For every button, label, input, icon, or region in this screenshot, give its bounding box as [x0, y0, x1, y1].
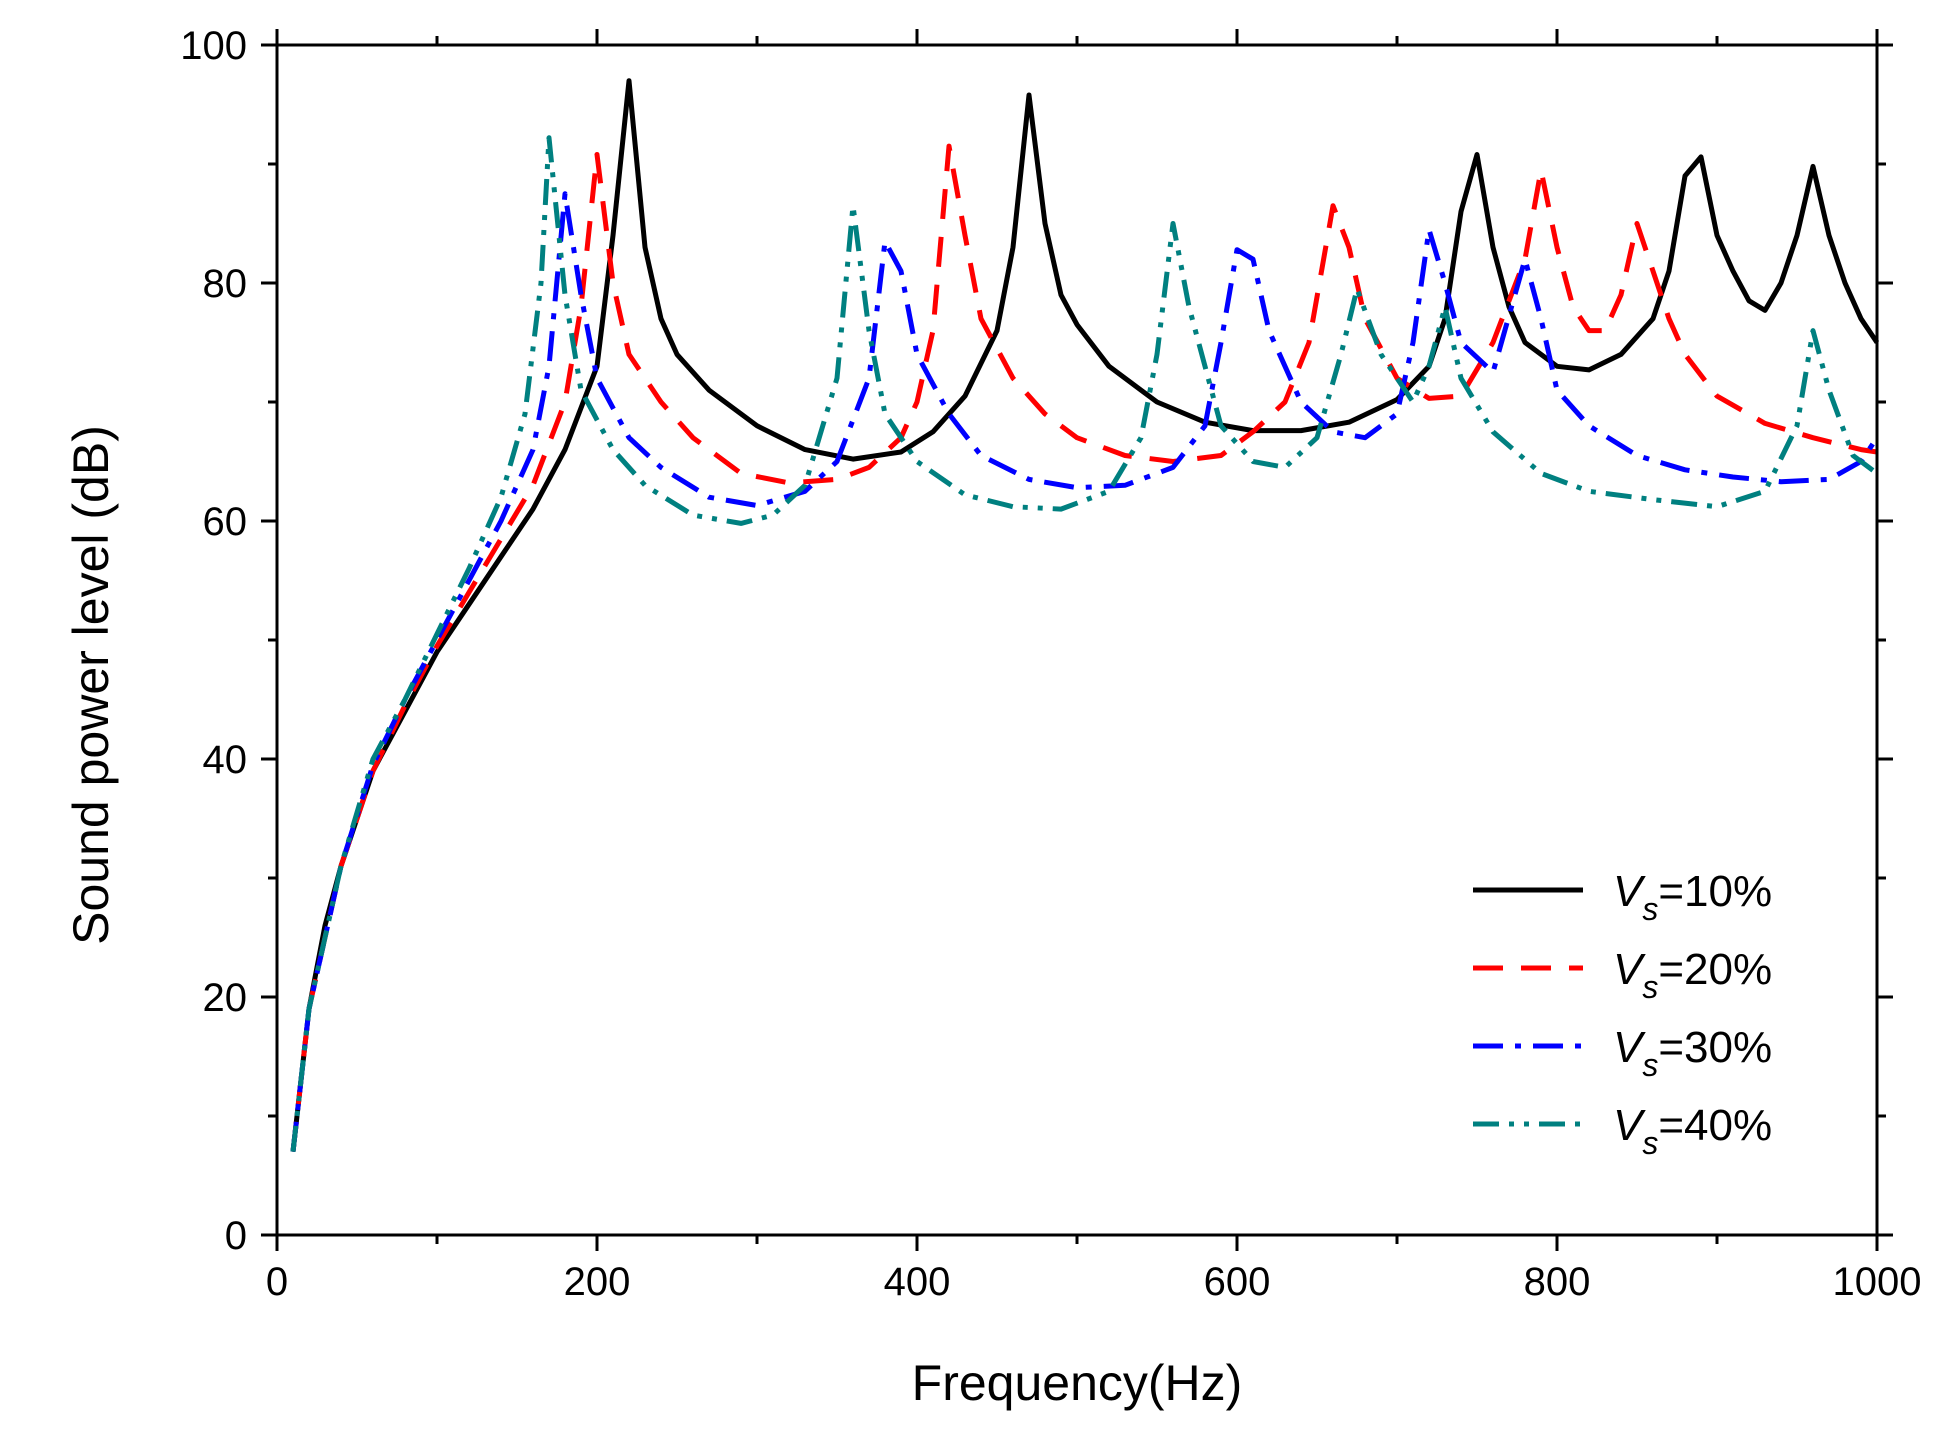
x-tick-label: 400 — [884, 1260, 951, 1304]
y-tick-label: 20 — [203, 976, 248, 1020]
y-tick-label: 100 — [180, 24, 247, 68]
series-lines — [290, 78, 1880, 1152]
y-tick-label: 80 — [203, 262, 248, 306]
legend-label-4: Vs=40% — [1613, 1101, 1772, 1161]
x-tick-label: 0 — [266, 1260, 288, 1304]
y-axis-title: Sound power level (dB) — [63, 425, 119, 945]
axes: 0 200 400 600 800 1000 0 20 40 60 80 100 — [180, 24, 1921, 1304]
y-tick-label: 0 — [225, 1214, 247, 1258]
x-tick-label: 600 — [1204, 1260, 1271, 1304]
x-tick-label: 1000 — [1833, 1260, 1922, 1304]
series-line-1 — [290, 78, 1880, 1152]
legend-label-3: Vs=30% — [1613, 1023, 1772, 1083]
x-axis-title: Frequency(Hz) — [912, 1355, 1243, 1411]
series-line-4 — [290, 135, 1879, 1152]
series-line-2 — [290, 143, 1878, 1152]
x-tick-label: 800 — [1524, 1260, 1591, 1304]
y-tick-label: 40 — [203, 738, 248, 782]
legend: Vs=10% Vs=20% Vs=30% Vs=40% — [1473, 867, 1772, 1161]
legend-label-1: Vs=10% — [1613, 867, 1772, 927]
x-tick-label: 200 — [564, 1260, 631, 1304]
y-tick-label: 60 — [203, 500, 248, 544]
legend-label-2: Vs=20% — [1613, 945, 1772, 1005]
